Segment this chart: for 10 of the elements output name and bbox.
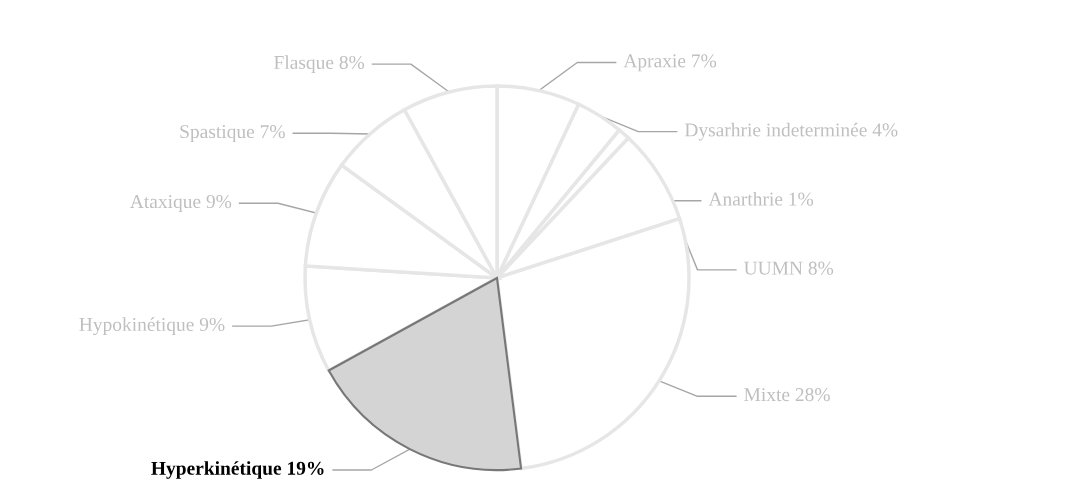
slice-label: UUMN 8% <box>744 261 834 275</box>
slice-label: Anarthrie 1% <box>708 191 814 206</box>
slice-label: Ataxique 9% <box>130 194 232 213</box>
slice-label: Mixte 28% <box>744 388 830 402</box>
slice-label: Spastique 7% <box>180 125 285 143</box>
slice-label: Flasque 8% <box>274 55 365 73</box>
slice-label: Hyperkinétique 19% <box>151 461 324 479</box>
slice-label: Hypokinétique 9% <box>79 317 225 336</box>
slice-label: Apraxie 7% <box>623 54 717 72</box>
slice-label: Dysarhrie indeterminée 4% <box>684 122 898 141</box>
